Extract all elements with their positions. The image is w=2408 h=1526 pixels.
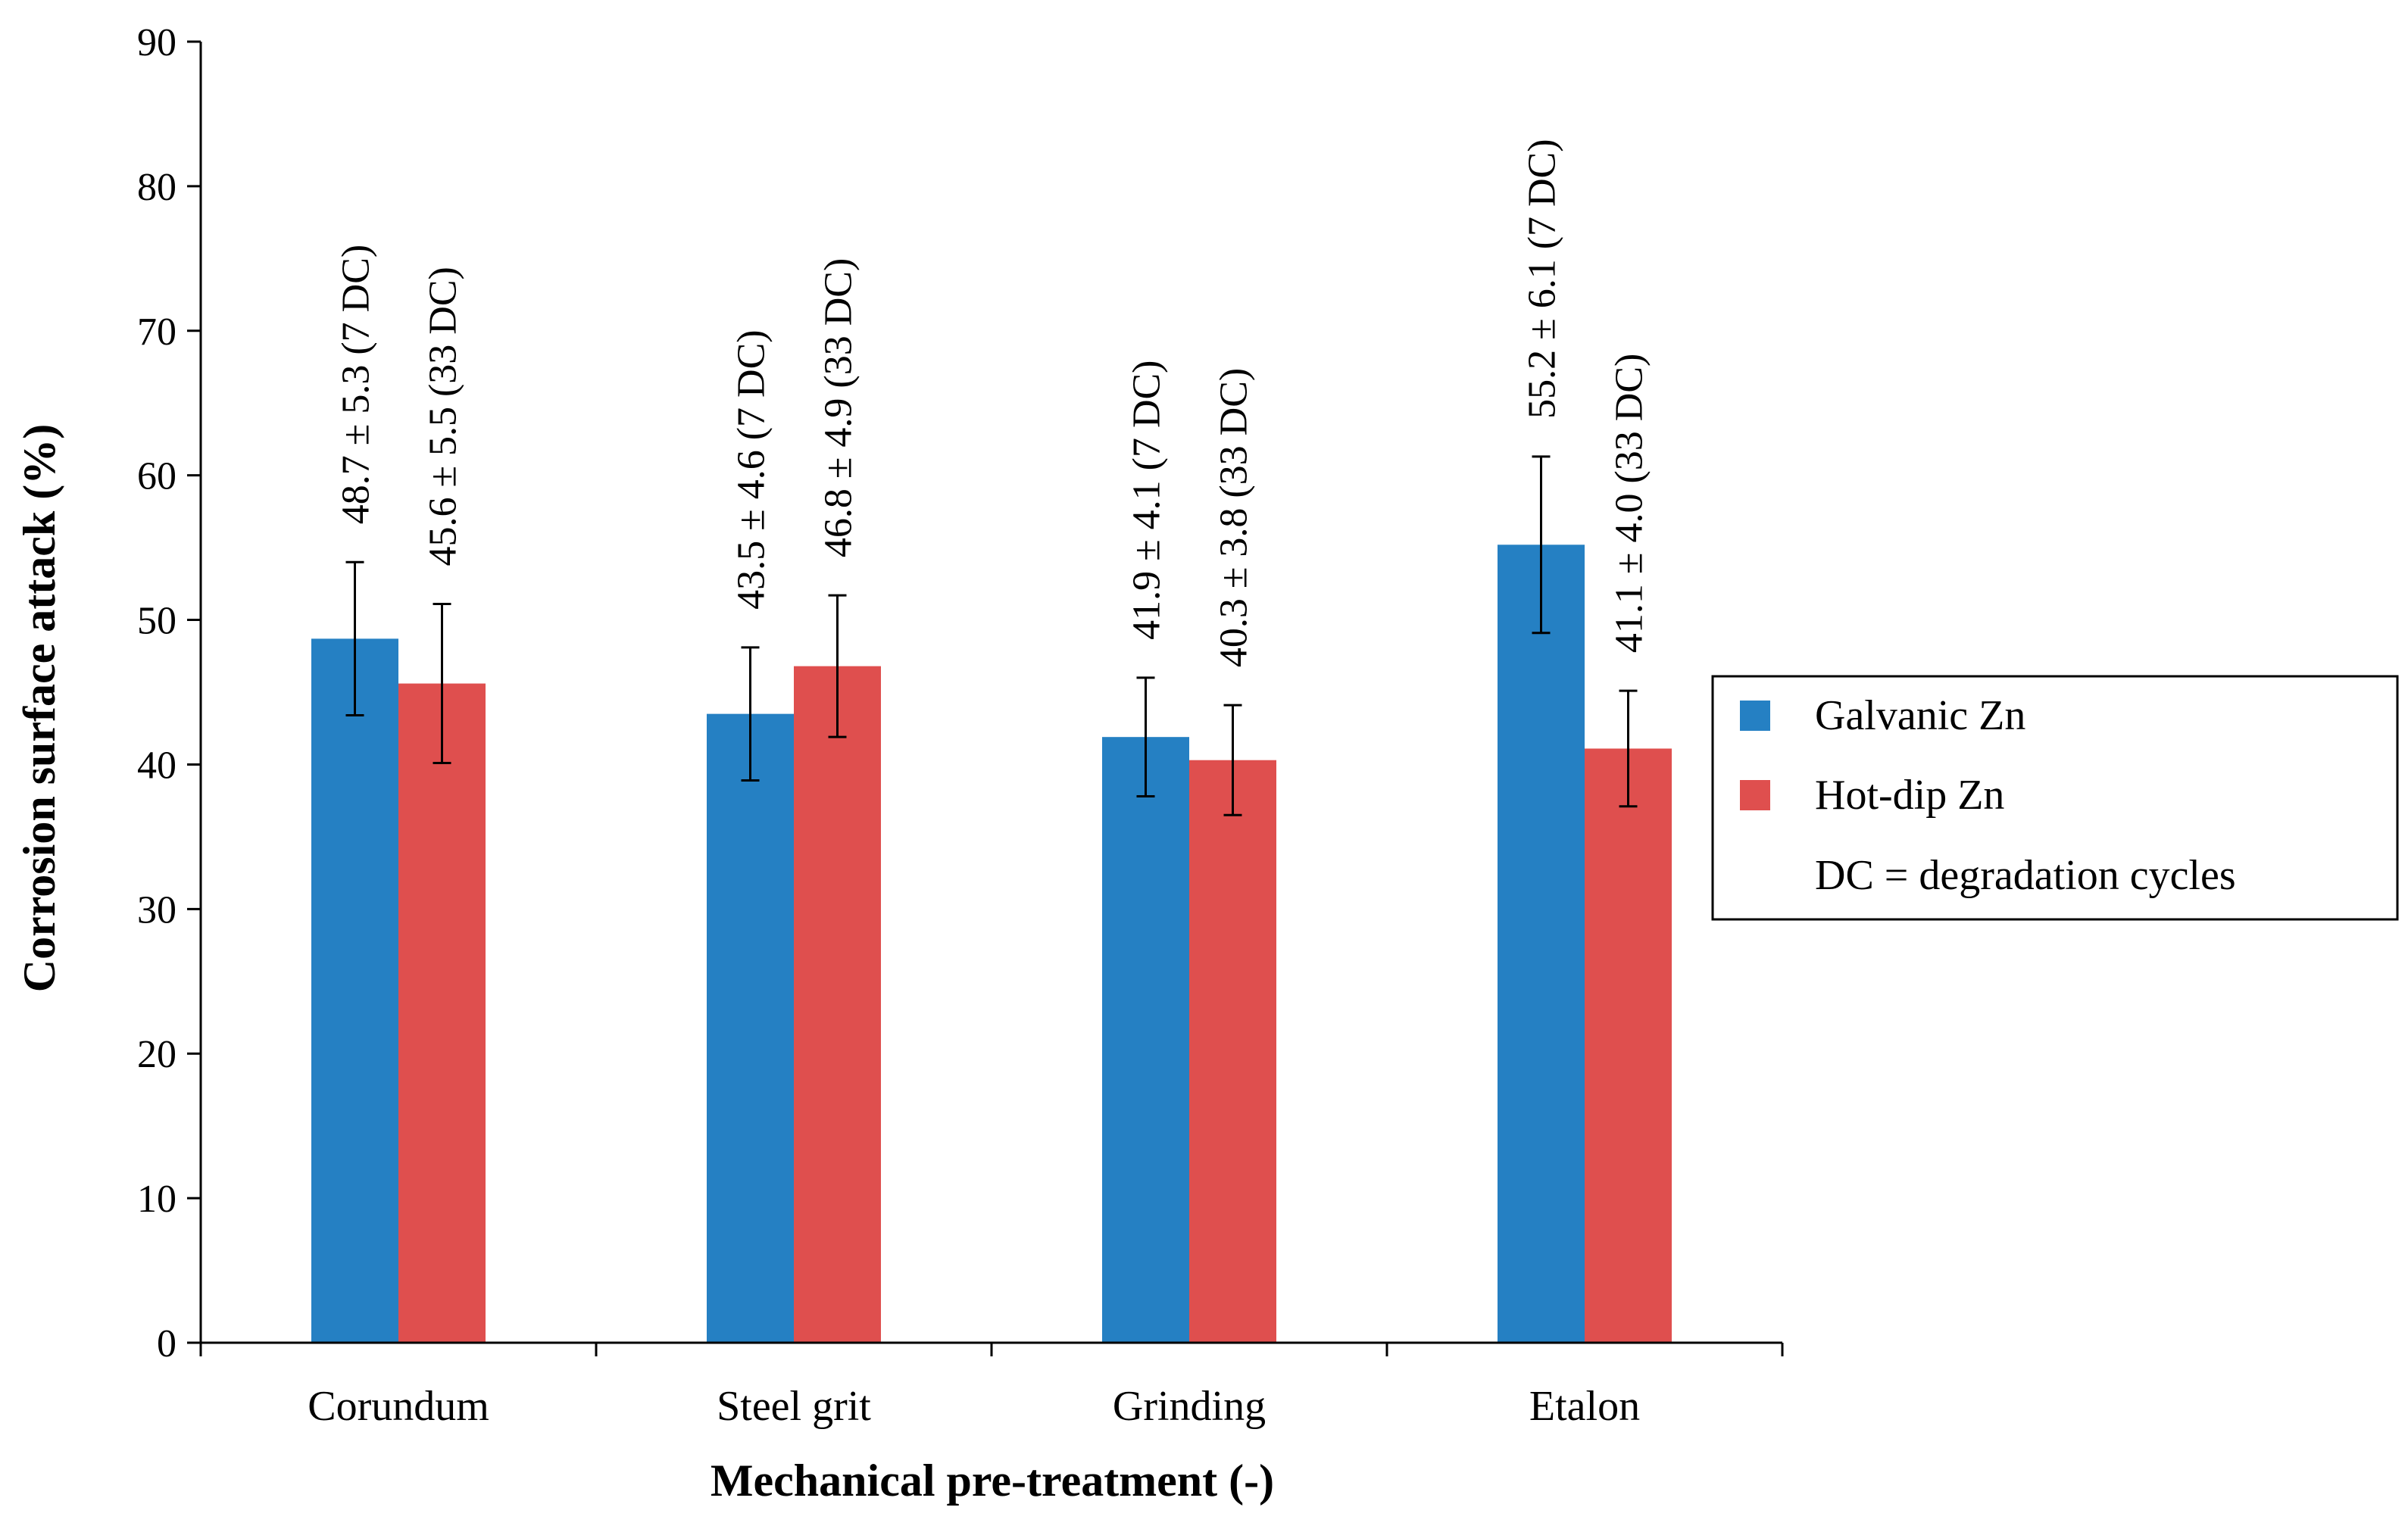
- x-category-label-corundum: Corundum: [308, 1383, 489, 1430]
- error-bar-hot-dip-zn-grinding: [1223, 704, 1242, 816]
- y-tick-label-20: 20: [137, 1033, 176, 1076]
- data-labels: 48.7 ± 5.3 (7 DC) 43.5 ± 4.6 (7 DC) 41.9 ±…: [335, 139, 1651, 667]
- legend-swatch-galvanic-zn: [1740, 701, 1770, 731]
- legend: Galvanic Zn Hot-dip Zn DC = degradation …: [1711, 675, 2399, 921]
- legend-swatch-hot-dip-zn: [1740, 780, 1770, 810]
- y-axis-ticks: 0 10 20 30 40 50 60 70 80 90: [137, 21, 1784, 1365]
- x-axis-title: Mechanical pre-treatment (-): [711, 1456, 1274, 1506]
- y-tick-label-50: 50: [137, 600, 176, 643]
- bar-hot-dip-zn-corundum: [398, 683, 486, 1343]
- y-tick-label-70: 70: [137, 311, 176, 354]
- legend-label-galvanic-zn: Galvanic Zn: [1815, 692, 2025, 739]
- y-tick-label-60: 60: [137, 455, 176, 498]
- error-bar-galvanic-zn-etalon: [1532, 455, 1551, 635]
- bar-hot-dip-zn-grinding: [1189, 760, 1276, 1343]
- bars: [311, 545, 1672, 1343]
- y-axis-title: Corrosion surface attack (%): [14, 424, 64, 992]
- legend-label-hot-dip-zn: Hot-dip Zn: [1815, 772, 2004, 819]
- x-category-label-etalon: Etalon: [1529, 1383, 1640, 1430]
- error-bar-galvanic-zn-steel-grit: [741, 646, 760, 782]
- axes: [199, 42, 1782, 1344]
- bar-galvanic-zn-etalon: [1498, 545, 1585, 1343]
- y-tick-label-90: 90: [137, 21, 176, 64]
- data-label-galvanic-zn-corundum: 48.7 ± 5.3 (7 DC): [335, 245, 378, 524]
- error-bar-hot-dip-zn-steel-grit: [828, 594, 847, 738]
- legend-note: DC = degradation cycles: [1815, 852, 2236, 899]
- data-label-hot-dip-zn-grinding: 40.3 ± 3.8 (33 DC): [1213, 368, 1256, 667]
- data-label-hot-dip-zn-steel-grit: 46.8 ± 4.9 (33 DC): [817, 258, 860, 557]
- error-bar-galvanic-zn-grinding: [1136, 676, 1155, 797]
- error-bars: [345, 455, 1638, 816]
- bar-hot-dip-zn-steel-grit: [794, 666, 881, 1343]
- data-label-galvanic-zn-grinding: 41.9 ± 4.1 (7 DC): [1126, 360, 1169, 639]
- bar-hot-dip-zn-etalon: [1585, 748, 1672, 1343]
- bar-galvanic-zn-corundum: [311, 638, 398, 1343]
- y-tick-label-30: 30: [137, 888, 176, 932]
- error-bar-hot-dip-zn-corundum: [433, 603, 451, 765]
- bar-galvanic-zn-steel-grit: [707, 713, 794, 1343]
- y-tick-label-40: 40: [137, 744, 176, 787]
- y-tick-label-80: 80: [137, 166, 176, 209]
- error-bar-galvanic-zn-corundum: [345, 560, 364, 717]
- legend-box: [1711, 675, 2399, 921]
- x-axis-categories: Corundum Steel grit Grinding Etalon: [308, 1383, 1640, 1430]
- data-label-hot-dip-zn-corundum: 45.6 ± 5.5 (33 DC): [422, 267, 465, 566]
- y-tick-label-10: 10: [137, 1178, 176, 1221]
- bar-galvanic-zn-grinding: [1102, 737, 1189, 1343]
- data-label-galvanic-zn-etalon: 55.2 ± 6.1 (7 DC): [1521, 139, 1564, 418]
- x-category-label-steel-grit: Steel grit: [717, 1383, 871, 1430]
- x-category-label-grinding: Grinding: [1113, 1383, 1266, 1430]
- data-label-galvanic-zn-steel-grit: 43.5 ± 4.6 (7 DC): [730, 329, 773, 609]
- data-label-hot-dip-zn-etalon: 41.1 ± 4.0 (33 DC): [1608, 354, 1651, 653]
- error-bar-hot-dip-zn-etalon: [1619, 689, 1638, 808]
- y-tick-label-0: 0: [157, 1322, 176, 1365]
